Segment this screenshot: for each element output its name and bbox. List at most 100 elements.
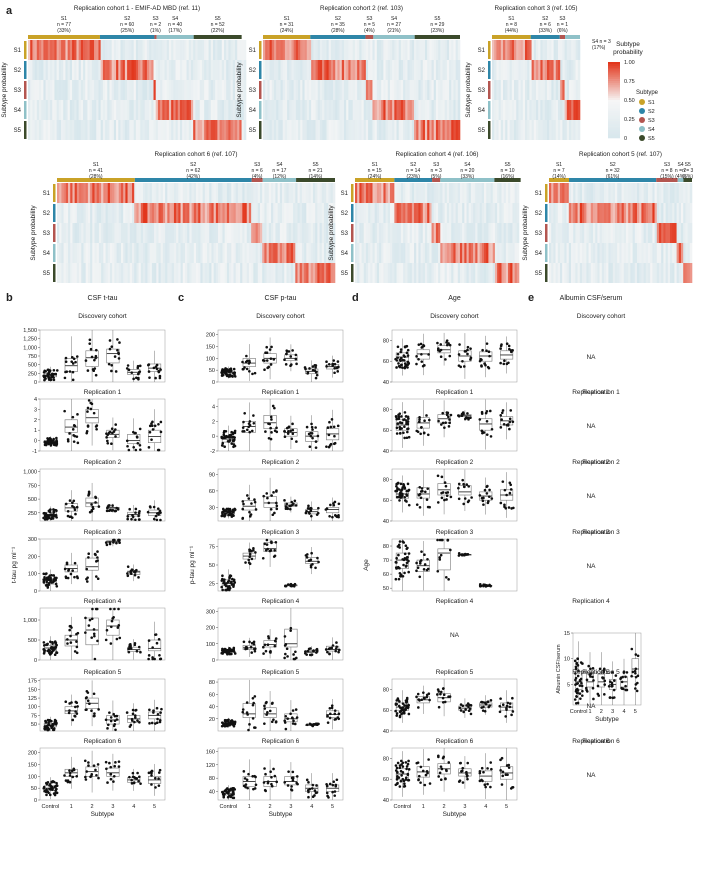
heat-cell (617, 223, 620, 243)
heatmap-cohort-3: Replication cohort 3 (ref. 105)S1n = 8(4… (465, 5, 611, 140)
data-point (325, 360, 328, 364)
heat-cell (522, 80, 526, 100)
heat-cell (156, 183, 159, 203)
heat-cell (118, 100, 121, 120)
heat-cell (626, 263, 629, 283)
heat-cell (222, 183, 225, 203)
heat-cell (122, 120, 126, 140)
heat-cell (555, 80, 559, 100)
heat-cell (379, 203, 382, 223)
data-point (153, 722, 157, 725)
data-point (420, 360, 424, 363)
group-label-S3: S3 (433, 162, 439, 168)
data-point (51, 649, 55, 652)
heat-cell (484, 263, 487, 283)
heat-cell (173, 223, 177, 243)
heat-cell (593, 183, 596, 203)
heat-cell (293, 100, 297, 120)
heat-cell (45, 120, 49, 140)
heat-cell (383, 60, 386, 80)
heat-cell (204, 243, 208, 263)
heat-cell (179, 100, 183, 120)
heat-cell (255, 223, 259, 243)
heat-cell (244, 203, 248, 223)
heat-cell (196, 223, 199, 243)
y-tick-label: 0 (212, 434, 215, 440)
data-point (407, 435, 411, 439)
heat-cell (39, 40, 42, 60)
heat-cell (162, 100, 165, 120)
data-point (96, 763, 100, 766)
heat-cell (144, 80, 148, 100)
y-tick-label: 300 (28, 537, 37, 543)
heat-cell (196, 263, 199, 283)
heat-cell (518, 100, 521, 120)
legend-tick: 1.00 (624, 60, 635, 66)
data-point (157, 777, 160, 780)
data-point (224, 367, 227, 370)
heat-cell (486, 223, 489, 243)
heat-cell (182, 203, 186, 223)
heat-cell (221, 60, 225, 80)
heat-cell (280, 100, 283, 120)
heat-cell (411, 60, 415, 80)
row-title: Replication 2 (262, 459, 300, 466)
row-title: Replication 1 (436, 389, 474, 396)
heat-cell (562, 203, 565, 223)
legend-gradient (608, 92, 620, 95)
heat-cell (652, 243, 655, 263)
heat-cell (337, 120, 340, 140)
heat-cell (173, 263, 177, 283)
data-point (244, 783, 248, 786)
data-point (269, 549, 273, 552)
group-n-S1: n = 7 (553, 168, 564, 174)
heat-cell (610, 203, 614, 223)
data-point (54, 641, 58, 645)
data-point (47, 721, 50, 724)
row-color-S2 (53, 204, 56, 222)
data-point (396, 422, 400, 425)
heat-cell (689, 223, 693, 243)
heat-cell (451, 223, 454, 243)
heat-cell (569, 80, 572, 100)
y-tick-label: 160 (206, 749, 215, 755)
heat-cell (98, 223, 102, 243)
data-point (226, 585, 230, 588)
heat-cell (492, 40, 495, 60)
heat-cell (599, 203, 603, 223)
heat-cell (405, 203, 408, 223)
heat-cell (85, 60, 88, 80)
heat-cell (586, 243, 589, 263)
heat-cell (348, 40, 351, 60)
heat-cell (240, 203, 243, 223)
data-point (71, 370, 75, 374)
heat-cell (424, 100, 428, 120)
heat-cell (477, 183, 480, 203)
data-point (267, 501, 271, 505)
heat-cell (475, 243, 478, 263)
data-point (85, 708, 88, 711)
heat-cell (184, 243, 188, 263)
heat-cell (59, 263, 62, 283)
data-point (109, 607, 112, 611)
heat-cell (326, 60, 329, 80)
heat-cell (422, 263, 426, 283)
heat-cell (89, 80, 93, 100)
heat-cell (317, 203, 320, 223)
data-point (308, 445, 312, 449)
heat-cell (455, 80, 459, 100)
heat-cell (78, 120, 82, 140)
data-point (420, 352, 423, 356)
heat-cell (176, 263, 179, 283)
heat-cell (308, 100, 312, 120)
heat-cell (683, 203, 686, 223)
heat-cell (83, 243, 86, 263)
data-point (73, 508, 77, 512)
heat-cell (645, 203, 649, 223)
heat-cell (597, 203, 600, 223)
heat-cell (198, 203, 201, 223)
heat-cell (142, 120, 146, 140)
heat-cell (175, 100, 179, 120)
data-point (116, 338, 119, 341)
heat-cell (368, 80, 371, 100)
